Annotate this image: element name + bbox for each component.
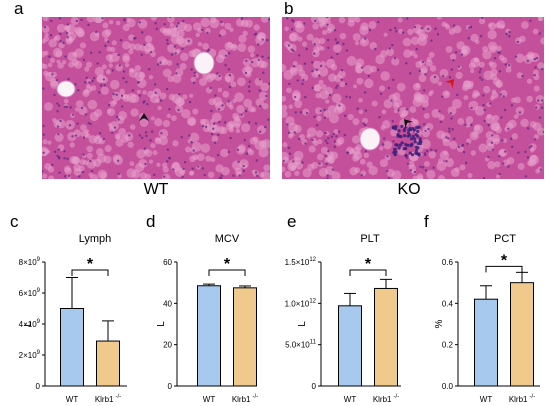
y-tick-label: 0.4 xyxy=(442,299,454,308)
y-tick-label: 0.2 xyxy=(442,341,454,350)
y-axis-label: L xyxy=(156,321,167,327)
central-vein xyxy=(56,80,76,98)
bar-chart-e: PLT L 0 5.0×1011 1.0×1012 1.5×1012 WT Klrb1 -/- * xyxy=(285,233,401,404)
x-tick-label: WT xyxy=(66,395,79,404)
bar-klrb1 xyxy=(374,287,398,387)
histology-image-ko xyxy=(282,17,544,179)
y-axis-label: L xyxy=(297,321,308,327)
y-tick-label: 60 xyxy=(163,258,172,267)
histology-image-wt xyxy=(42,17,270,179)
x-tick-label: Klrb1 -/- xyxy=(373,394,399,404)
panel-letter-a: a xyxy=(14,0,24,18)
bar-klrb1 xyxy=(233,287,257,387)
arrowhead-marker-icon xyxy=(404,119,413,129)
x-tick-label: Klrb1 -/- xyxy=(95,394,121,404)
y-tick-label: 4×109 xyxy=(19,319,41,329)
chart-title: Lymph xyxy=(79,233,112,245)
y-tick-label: 5.0×1011 xyxy=(285,340,317,350)
x-tick-label: Klrb1 -/- xyxy=(232,394,258,404)
chart-title: MCV xyxy=(215,233,240,245)
tissue-texture xyxy=(42,17,270,179)
panel-letter-d: d xyxy=(146,212,156,231)
histology-label-ko: KO xyxy=(397,181,421,198)
y-tick-label: 1.0×1012 xyxy=(285,298,317,308)
chart-title: PCT xyxy=(494,233,516,245)
significance-bracket xyxy=(71,269,109,276)
x-tick-label: WT xyxy=(203,395,216,404)
panel-letter-c: c xyxy=(10,212,19,231)
bar-chart-f: PCT% 0.0 0.2 0.4 0.6 WT Klrb1 -/- * xyxy=(434,233,540,404)
tissue-texture xyxy=(282,17,544,179)
significance-bracket xyxy=(208,269,246,276)
arrowhead-marker-icon xyxy=(139,113,149,121)
panel-letter-f: f xyxy=(424,212,429,231)
y-tick-label: 6×109 xyxy=(19,288,41,298)
chart-title: PLT xyxy=(360,233,380,245)
y-axis-label: % xyxy=(434,319,445,328)
x-tick-label: Klrb1 -/- xyxy=(509,394,535,404)
inflammatory-cluster xyxy=(391,124,423,158)
arrowhead-marker-icon xyxy=(445,79,454,89)
central-vein xyxy=(359,127,381,151)
y-tick-label: 0.0 xyxy=(442,382,454,391)
bar-wt xyxy=(197,285,221,387)
bar-wt xyxy=(338,305,362,387)
y-axis-label: L xyxy=(23,321,34,327)
histology-ko-svg xyxy=(282,17,544,179)
bar-klrb1 xyxy=(510,282,534,387)
significance-bracket xyxy=(349,269,387,276)
central-vein xyxy=(193,51,215,75)
y-tick-label: 0 xyxy=(312,382,317,391)
significance-star: * xyxy=(87,256,94,273)
significance-star: * xyxy=(224,256,231,273)
bar-wt xyxy=(474,298,498,387)
y-tick-label: 40 xyxy=(163,299,172,308)
y-tick-label: 0 xyxy=(36,382,41,391)
bar-wt xyxy=(60,308,84,387)
histology-label-wt: WT xyxy=(143,181,169,198)
significance-bracket xyxy=(485,265,523,273)
y-tick-label: 1.5×1012 xyxy=(285,257,317,267)
panel-letter-b: b xyxy=(284,0,294,18)
significance-star: * xyxy=(501,252,508,269)
y-tick-label: 0 xyxy=(168,382,173,391)
x-tick-label: WT xyxy=(480,395,493,404)
bar-chart-c: Lymph L 0 2×109 4×109 6×109 8×109 WT Klrb1 -/- * xyxy=(19,233,127,404)
y-tick-label: 0.6 xyxy=(442,258,454,267)
y-tick-label: 20 xyxy=(163,341,172,350)
histology-wt-svg xyxy=(42,17,270,179)
bar-klrb1 xyxy=(96,340,120,387)
x-tick-label: WT xyxy=(344,395,357,404)
y-tick-label: 2×109 xyxy=(19,350,41,360)
y-tick-label: 8×109 xyxy=(19,257,41,267)
significance-star: * xyxy=(365,256,372,273)
panel-letter-e: e xyxy=(287,212,297,231)
bar-chart-d: MCV L 0 20 40 60 WT Klrb1 -/- * xyxy=(156,233,258,404)
